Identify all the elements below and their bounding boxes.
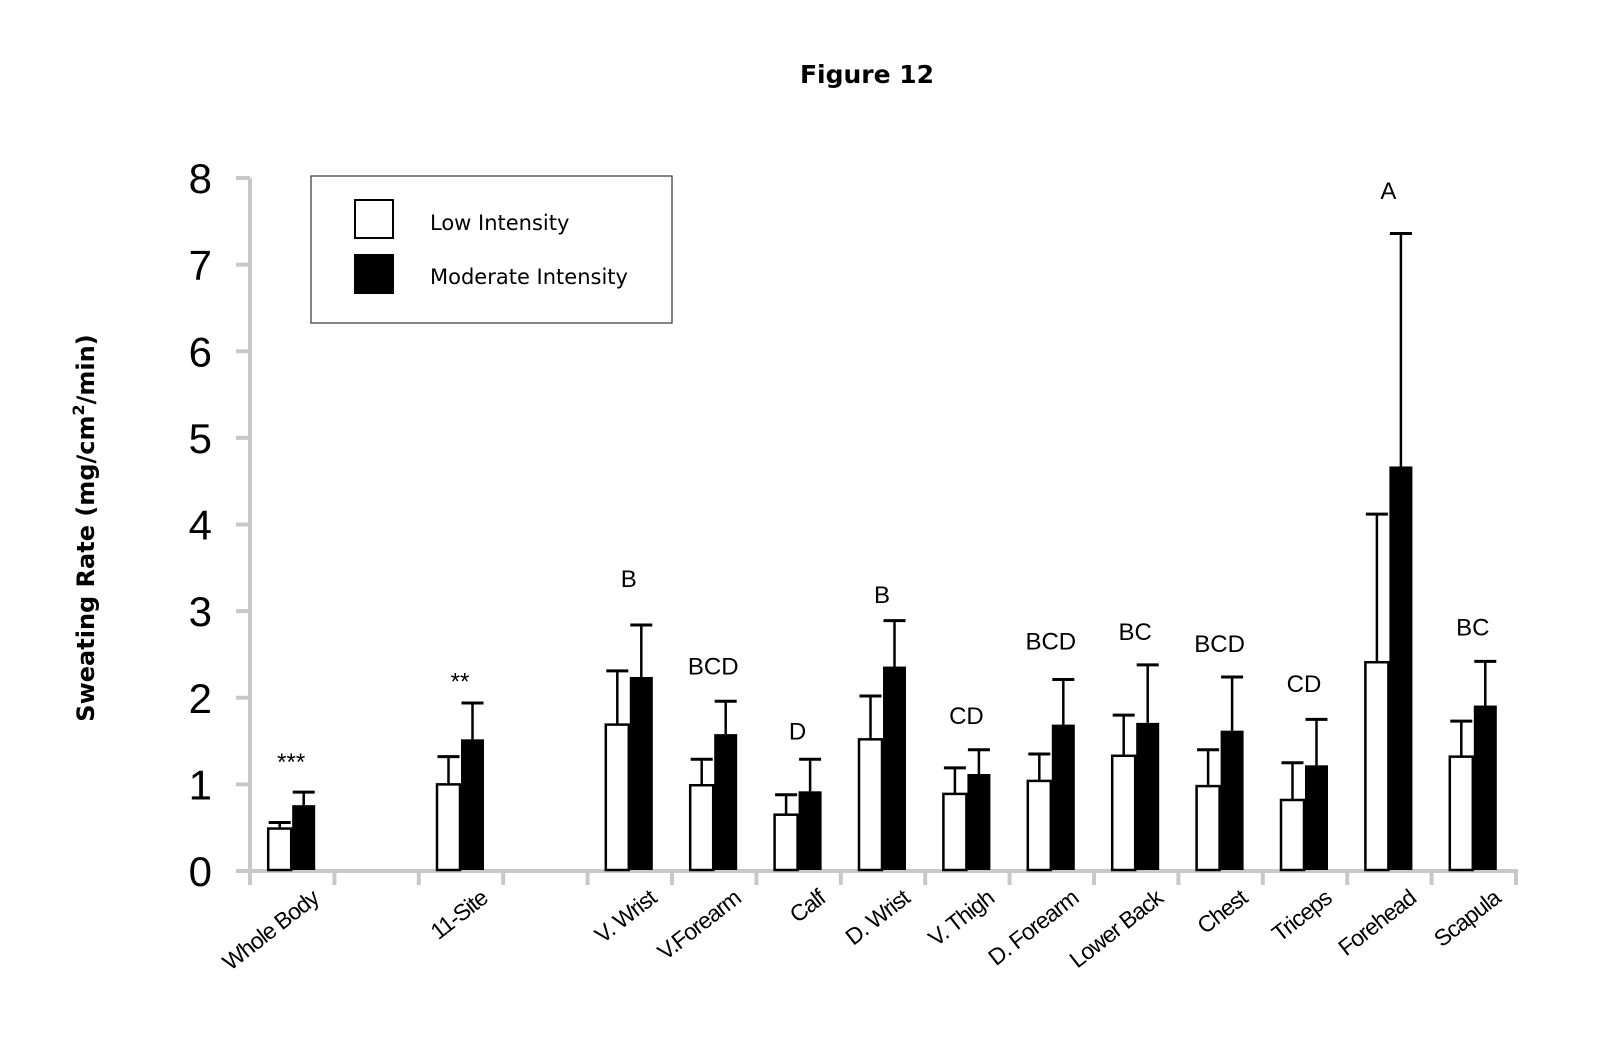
x-tick-label: Calf	[785, 883, 831, 927]
bar-low-intensity	[857, 738, 884, 872]
significance-annotation: BCD	[1194, 631, 1245, 658]
bar-low-intensity	[1195, 784, 1221, 872]
x-tick-label: Lower Back	[1064, 884, 1168, 973]
bar-low-intensity	[604, 723, 631, 872]
bar-moderate-intensity	[292, 805, 316, 870]
y-tick-label: 6	[189, 328, 212, 375]
y-tick-label: 4	[189, 502, 212, 549]
chart-title: Figure 12	[800, 60, 934, 89]
bar-moderate-intensity	[1473, 705, 1497, 870]
bar-low-intensity	[1026, 779, 1053, 872]
bar-moderate-intensity	[629, 676, 653, 870]
legend-swatch-moderate-intensity	[354, 254, 394, 294]
bar-low-intensity	[266, 827, 293, 872]
legend-label-low-intensity: Low Intensity	[430, 211, 569, 235]
x-tick-label: 11-Site	[426, 884, 493, 944]
significance-annotation: B	[621, 566, 637, 593]
x-tick-label: Chest	[1192, 883, 1253, 938]
significance-annotation: BCD	[1025, 629, 1076, 656]
significance-annotation: CD	[1287, 671, 1322, 698]
legend-box	[310, 175, 673, 324]
axes: 0 1 2 3 4 5 6 7 8	[189, 155, 1518, 895]
legend: Low Intensity Moderate Intensity	[310, 175, 673, 324]
y-tick-label: 0	[189, 848, 212, 895]
x-tick-label: V. Thigh	[923, 884, 998, 951]
significance-annotation: BCD	[688, 654, 739, 681]
y-axis-label-main: Sweating Rate (mg/cm	[72, 416, 100, 722]
legend-swatch-low-intensity	[354, 199, 394, 239]
bar-moderate-intensity	[1051, 724, 1075, 870]
bar-moderate-intensity	[714, 734, 738, 870]
bar-moderate-intensity	[1305, 765, 1328, 870]
y-axis-label-superscript: 2	[69, 404, 88, 415]
y-tick-label: 8	[189, 155, 212, 202]
y-tick-label: 1	[189, 761, 212, 808]
legend-label-moderate-intensity: Moderate Intensity	[430, 265, 628, 289]
significance-annotation: BC	[1456, 615, 1489, 642]
x-tick-label: Forehead	[1333, 884, 1420, 960]
bar-moderate-intensity	[1389, 466, 1413, 870]
bar-moderate-intensity	[1136, 722, 1160, 870]
error-bars	[268, 231, 1497, 829]
bar-moderate-intensity	[461, 739, 484, 870]
significance-annotation: D	[789, 719, 806, 746]
bar-low-intensity	[1279, 798, 1306, 872]
bar-low-intensity	[435, 783, 462, 872]
significance-annotation: B	[874, 582, 890, 609]
bar-low-intensity	[1448, 755, 1475, 872]
bar-low-intensity	[942, 792, 968, 872]
bar-moderate-intensity	[798, 791, 822, 870]
y-tick-label: 5	[189, 415, 212, 462]
bar-low-intensity	[1110, 754, 1137, 872]
significance-annotation: BC	[1119, 619, 1152, 646]
x-tick-label: D. Wrist	[840, 883, 915, 950]
significance-annotation: A	[1380, 178, 1396, 205]
bars	[266, 466, 1497, 872]
bar-moderate-intensity	[967, 773, 991, 870]
bar-low-intensity	[688, 783, 715, 872]
y-axis-label: Sweating Rate (mg/cm2/min)	[69, 334, 100, 721]
x-tick-label: Triceps	[1267, 884, 1337, 946]
y-tick-label: 7	[189, 242, 212, 289]
y-tick-label: 2	[189, 675, 212, 722]
significance-annotation: CD	[949, 703, 984, 730]
bar-low-intensity	[773, 813, 799, 872]
bar-moderate-intensity	[1220, 730, 1244, 870]
x-tick-label: Scapula	[1429, 884, 1506, 952]
bar-moderate-intensity	[883, 666, 906, 870]
significance-annotation: ***	[277, 749, 305, 776]
significance-annotation: **	[451, 668, 470, 695]
y-axis-label-tail: /min)	[72, 334, 100, 404]
bar-low-intensity	[1364, 660, 1390, 872]
x-tick-label: V. Wrist	[590, 883, 662, 948]
x-tick-label: V.Forearm	[652, 884, 745, 965]
x-tick-label: Whole Body	[217, 884, 324, 976]
y-tick-label: 3	[189, 588, 212, 635]
